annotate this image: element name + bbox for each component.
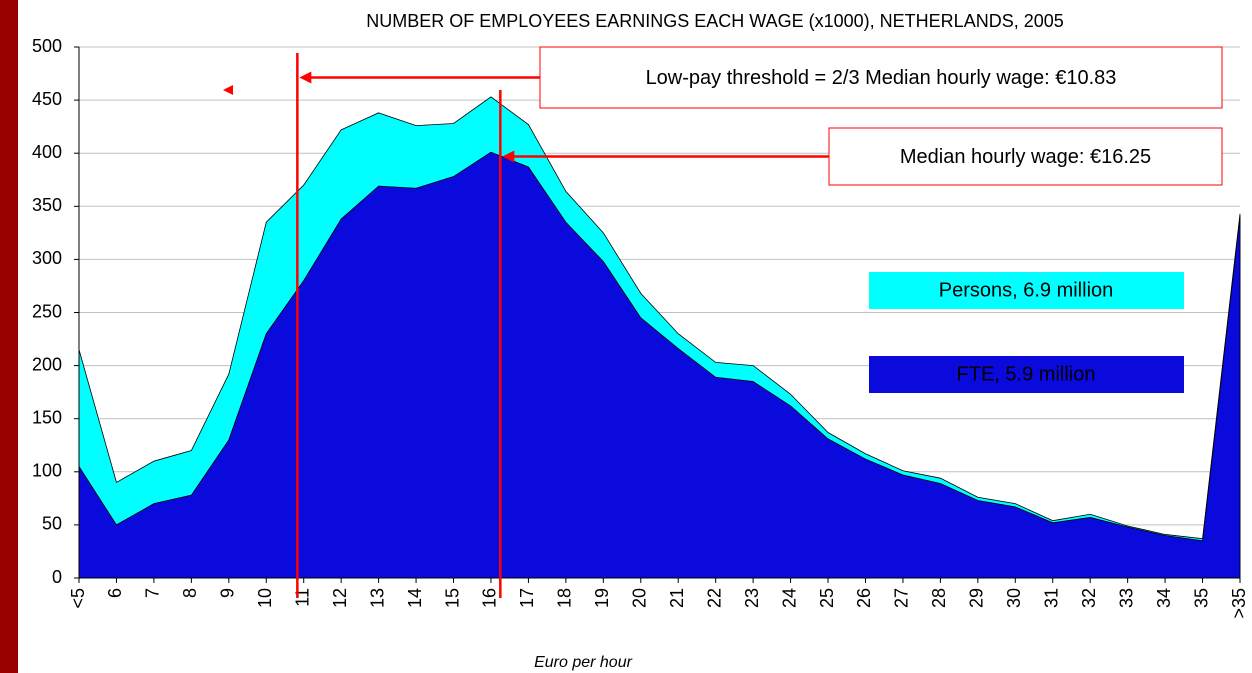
y-tick-label: 500 [32, 36, 62, 56]
x-tick-label: >35 [1229, 588, 1249, 619]
x-tick-label: 8 [180, 588, 200, 598]
legend-swatch [869, 356, 1184, 393]
x-tick-label: 22 [704, 588, 724, 608]
arrow-head [299, 71, 312, 84]
x-tick-label: 6 [105, 588, 125, 598]
x-tick-label: 33 [1116, 588, 1136, 608]
legend-label: Persons, 6.9 million [939, 279, 1114, 301]
x-tick-label: 34 [1154, 588, 1174, 608]
x-tick-label: 13 [367, 588, 387, 608]
x-tick-label: 11 [292, 588, 312, 607]
x-tick-label: 28 [929, 588, 949, 608]
x-tick-label: 19 [592, 588, 612, 608]
y-tick-label: 250 [32, 301, 62, 321]
x-tick-label: 31 [1041, 588, 1061, 608]
x-tick-label: 14 [405, 588, 425, 608]
area [78, 151, 1241, 579]
x-tick-label: 15 [442, 588, 462, 608]
x-tick-label: 35 [1191, 588, 1211, 608]
annotation-text: Low-pay threshold = 2/3 Median hourly wa… [646, 67, 1117, 89]
x-tick-label: 9 [218, 588, 238, 598]
annotation-box [539, 46, 1223, 109]
x-tick-label: 24 [779, 588, 799, 608]
x-tick-label: 29 [967, 588, 987, 608]
x-tick-label: 27 [892, 588, 912, 608]
x-tick-label: 16 [480, 588, 500, 608]
legend-swatch [869, 272, 1184, 309]
x-tick-label: 7 [143, 588, 163, 598]
y-tick-label: 0 [52, 567, 62, 587]
x-tick-label: 18 [555, 588, 575, 608]
x-tick-label: 12 [330, 588, 350, 608]
annotation-text: Median hourly wage: €16.25 [900, 146, 1151, 168]
chart-title: NUMBER OF EMPLOYEES EARNINGS EACH WAGE (… [366, 11, 1064, 31]
y-tick-label: 450 [32, 89, 62, 109]
side-bar [0, 0, 18, 673]
x-tick-label: 26 [854, 588, 874, 608]
y-tick-label: 300 [32, 248, 62, 268]
x-tick-label: 20 [630, 588, 650, 608]
legend-label: FTE, 5.9 million [957, 363, 1096, 385]
x-tick-label: 30 [1004, 588, 1024, 608]
x-tick-label: 23 [742, 588, 762, 608]
x-tick-label: 25 [817, 588, 837, 608]
y-tick-label: 200 [32, 354, 62, 374]
x-tick-label: 21 [667, 588, 687, 608]
y-tick-label: 350 [32, 195, 62, 215]
y-tick-label: 100 [32, 461, 62, 481]
annotation-box [828, 127, 1223, 186]
x-tick-label: 17 [517, 588, 537, 608]
x-tick-label: 10 [255, 588, 275, 608]
arrow-head [502, 150, 515, 163]
x-tick-label: 32 [1079, 588, 1099, 608]
x-axis-label: Euro per hour [534, 654, 633, 671]
y-tick-label: 400 [32, 142, 62, 162]
y-tick-label: 150 [32, 407, 62, 427]
stray-marker [223, 85, 233, 95]
y-tick-label: 50 [42, 514, 62, 534]
x-tick-label: <5 [68, 588, 88, 609]
